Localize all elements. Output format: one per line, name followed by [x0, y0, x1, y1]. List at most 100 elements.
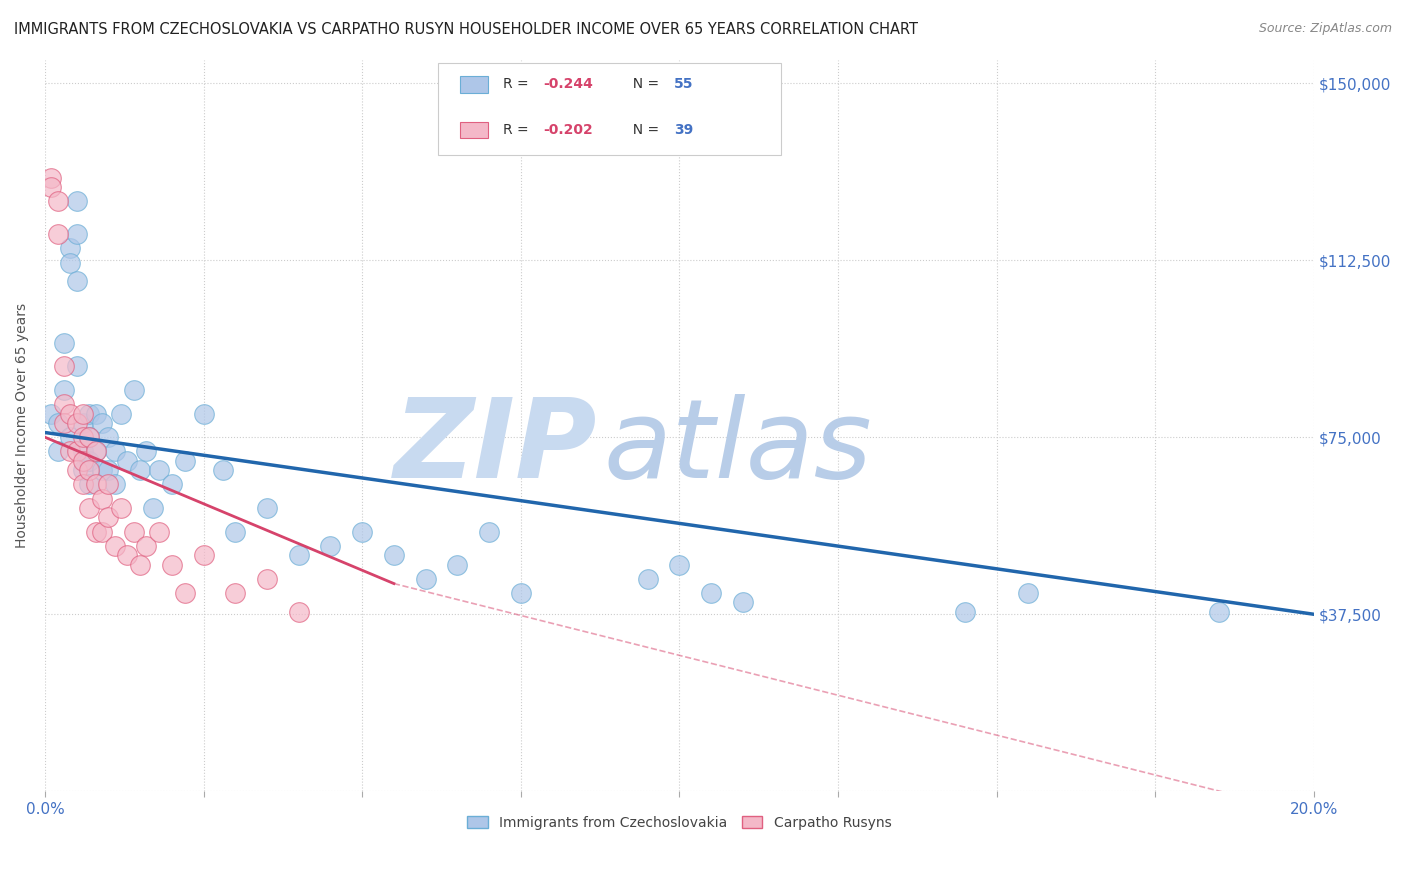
Point	[193, 548, 215, 562]
Text: -0.244: -0.244	[544, 78, 593, 92]
Point	[668, 558, 690, 572]
FancyBboxPatch shape	[439, 63, 780, 154]
Point	[46, 227, 69, 242]
Point	[66, 416, 89, 430]
Point	[148, 524, 170, 539]
Point	[72, 407, 94, 421]
Text: 55: 55	[675, 78, 693, 92]
Point	[66, 444, 89, 458]
Point	[256, 572, 278, 586]
Point	[72, 416, 94, 430]
Point	[97, 430, 120, 444]
Text: atlas: atlas	[603, 394, 872, 501]
Point	[135, 539, 157, 553]
Point	[104, 539, 127, 553]
Point	[59, 444, 82, 458]
Point	[46, 416, 69, 430]
Point	[117, 454, 139, 468]
Text: ZIP: ZIP	[394, 394, 598, 501]
Point	[79, 430, 101, 444]
Point	[287, 605, 309, 619]
Point	[72, 477, 94, 491]
Point	[79, 430, 101, 444]
Text: N =: N =	[623, 78, 664, 92]
Point	[224, 524, 246, 539]
Point	[211, 463, 233, 477]
Text: R =: R =	[503, 78, 533, 92]
Point	[478, 524, 501, 539]
Text: R =: R =	[503, 123, 533, 136]
Point	[117, 548, 139, 562]
Text: IMMIGRANTS FROM CZECHOSLOVAKIA VS CARPATHO RUSYN HOUSEHOLDER INCOME OVER 65 YEAR: IMMIGRANTS FROM CZECHOSLOVAKIA VS CARPAT…	[14, 22, 918, 37]
Point	[319, 539, 342, 553]
Point	[79, 463, 101, 477]
Point	[509, 586, 531, 600]
Point	[731, 595, 754, 609]
Point	[256, 501, 278, 516]
Point	[97, 463, 120, 477]
Point	[59, 430, 82, 444]
Point	[97, 477, 120, 491]
Point	[173, 586, 195, 600]
Point	[110, 501, 132, 516]
Point	[59, 407, 82, 421]
Text: 39: 39	[675, 123, 693, 136]
Point	[352, 524, 374, 539]
Point	[84, 444, 107, 458]
Point	[53, 397, 76, 411]
Point	[72, 444, 94, 458]
Point	[66, 194, 89, 209]
Point	[91, 463, 114, 477]
Point	[104, 477, 127, 491]
Point	[53, 359, 76, 374]
Legend: Immigrants from Czechoslovakia, Carpatho Rusyns: Immigrants from Czechoslovakia, Carpatho…	[463, 811, 897, 836]
Point	[160, 558, 183, 572]
Point	[72, 454, 94, 468]
Point	[446, 558, 468, 572]
Point	[142, 501, 165, 516]
Point	[122, 524, 145, 539]
Point	[79, 454, 101, 468]
Point	[84, 524, 107, 539]
Point	[953, 605, 976, 619]
Point	[39, 170, 62, 185]
Point	[39, 180, 62, 194]
Point	[97, 510, 120, 524]
Point	[91, 416, 114, 430]
Point	[91, 491, 114, 506]
Point	[1017, 586, 1039, 600]
Text: Source: ZipAtlas.com: Source: ZipAtlas.com	[1258, 22, 1392, 36]
Point	[129, 558, 152, 572]
Point	[122, 383, 145, 397]
Point	[91, 524, 114, 539]
Text: N =: N =	[623, 123, 664, 136]
FancyBboxPatch shape	[460, 77, 488, 93]
Point	[129, 463, 152, 477]
Point	[637, 572, 659, 586]
Point	[53, 416, 76, 430]
Point	[84, 444, 107, 458]
Point	[84, 477, 107, 491]
Point	[59, 241, 82, 255]
Point	[173, 454, 195, 468]
Point	[53, 383, 76, 397]
Point	[415, 572, 437, 586]
Point	[104, 444, 127, 458]
Point	[84, 407, 107, 421]
Point	[135, 444, 157, 458]
Point	[160, 477, 183, 491]
FancyBboxPatch shape	[460, 122, 488, 138]
Point	[382, 548, 405, 562]
Y-axis label: Householder Income Over 65 years: Householder Income Over 65 years	[15, 303, 30, 548]
Text: -0.202: -0.202	[544, 123, 593, 136]
Point	[66, 275, 89, 289]
Point	[79, 477, 101, 491]
Point	[700, 586, 723, 600]
Point	[148, 463, 170, 477]
Point	[59, 255, 82, 269]
Point	[72, 430, 94, 444]
Point	[66, 359, 89, 374]
Point	[66, 227, 89, 242]
Point	[39, 407, 62, 421]
Point	[46, 194, 69, 209]
